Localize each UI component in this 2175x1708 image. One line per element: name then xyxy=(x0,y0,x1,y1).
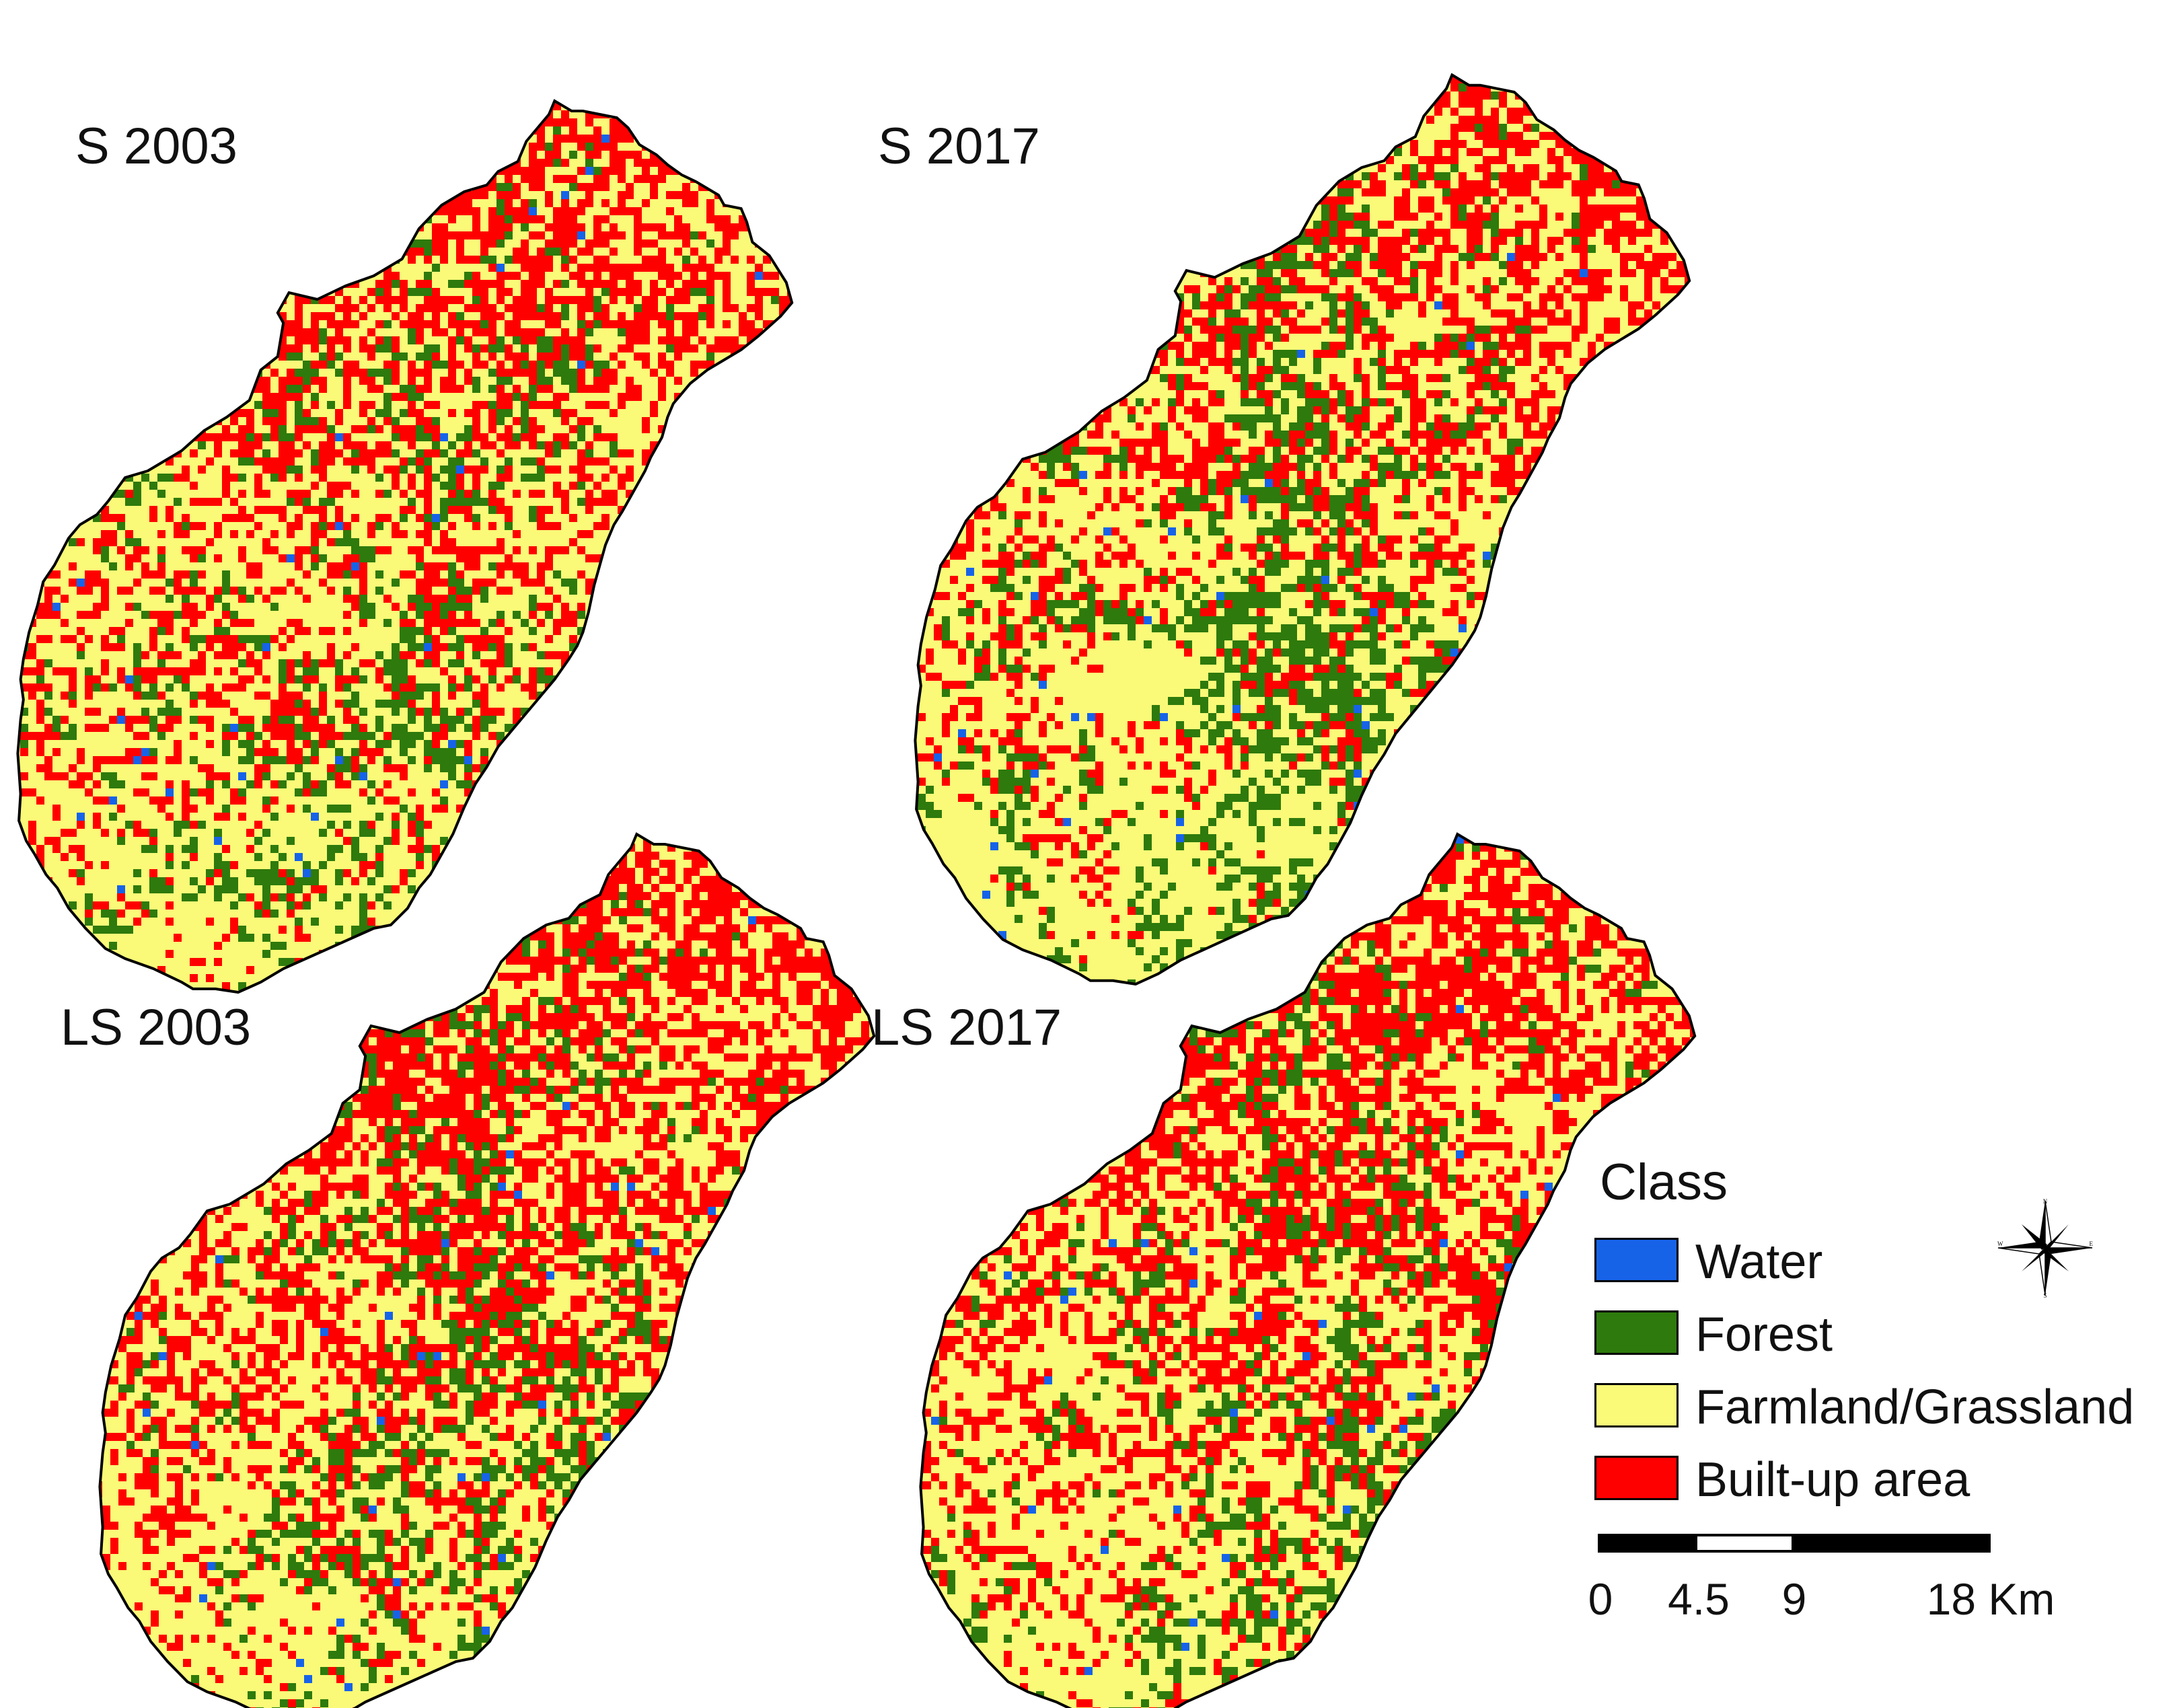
legend-label-builtup: Built-up area xyxy=(1695,1453,1970,1507)
scale-tick-4-5: 4.5 xyxy=(1668,1574,1730,1624)
compass-e: E xyxy=(2090,1240,2094,1247)
legend-label-farmland: Farmland/Grassland xyxy=(1695,1380,2135,1434)
legend: Class Water Forest Farmland/Grassland Bu… xyxy=(1594,1157,2173,1534)
compass-rose-icon: N S W E xyxy=(1997,1198,2094,1298)
legend-label-water: Water xyxy=(1695,1235,1823,1289)
legend-swatch-water xyxy=(1594,1238,1679,1282)
compass-n: N xyxy=(2043,1198,2048,1205)
scale-tick-9: 9 xyxy=(1781,1574,1807,1624)
map-title-s2003: S 2003 xyxy=(75,118,237,175)
compass-w: W xyxy=(1997,1240,2003,1247)
legend-label-forest: Forest xyxy=(1695,1308,1833,1362)
scale-segment-2 xyxy=(1695,1534,1794,1553)
legend-swatch-forest xyxy=(1594,1310,1679,1355)
map-title-ls2017: LS 2017 xyxy=(871,999,1062,1056)
map-title-s2017: S 2017 xyxy=(878,118,1040,175)
legend-item-builtup: Built-up area xyxy=(1594,1453,2173,1507)
legend-item-farmland: Farmland/Grassland xyxy=(1594,1380,2173,1434)
scale-tick-0: 0 xyxy=(1588,1574,1613,1624)
map-title-ls2003: LS 2003 xyxy=(61,999,252,1056)
compass-s: S xyxy=(2043,1292,2047,1298)
scale-segment-3 xyxy=(1792,1534,1991,1553)
map-s2003-outline xyxy=(16,99,794,994)
map-2-water-cells xyxy=(126,834,875,1708)
map-0-forest-cells xyxy=(17,101,792,992)
legend-swatch-farmland xyxy=(1594,1383,1679,1427)
scale-tick-18: 18 Km xyxy=(1926,1574,2055,1624)
scale-segment-1 xyxy=(1598,1534,1697,1553)
legend-swatch-builtup xyxy=(1594,1456,1679,1500)
map-ls2003-outline xyxy=(98,832,876,1708)
legend-item-forest: Forest xyxy=(1594,1308,2173,1362)
map-s2017-outline xyxy=(914,73,1691,986)
legend-item-water: Water xyxy=(1594,1235,2173,1289)
map-ls2017-outline xyxy=(919,832,1697,1708)
legend-title: Class xyxy=(1600,1154,1728,1211)
scale-bar: 0 4.5 9 18 Km xyxy=(1588,1534,2055,1628)
